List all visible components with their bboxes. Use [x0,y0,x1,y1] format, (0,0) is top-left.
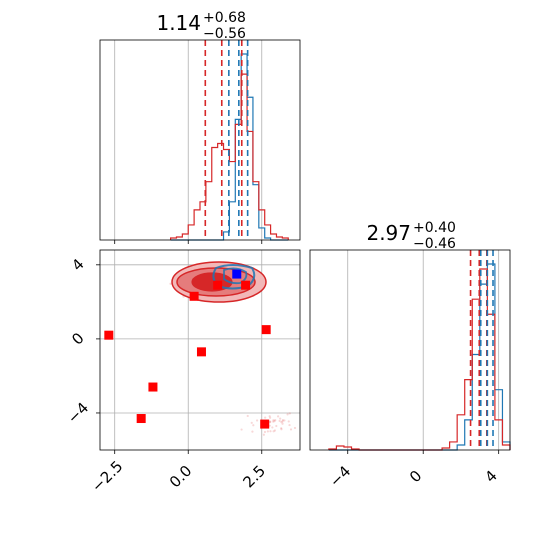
panel1-title-upper: +0.68 [203,10,246,26]
joint-sample-point [272,419,275,422]
joint-sample-point [293,426,297,430]
joint-sample-point [280,427,283,430]
joint-tick-label-x-2: 2.5 [239,462,269,492]
joint-sample-point [273,419,276,423]
panel2-title: 2.97 +0.40 −0.46 [366,220,456,252]
joint-sample-point [268,421,272,424]
panel2-hist-red [328,268,511,451]
joint-sample-point [240,428,243,431]
panel1-quantile-lines [204,40,249,240]
joint-sample-point [268,424,271,427]
joint-marker-red-3 [189,291,199,301]
joint-sample-point [272,420,275,423]
joint-sample-point [251,430,254,433]
joint-sample-point [271,426,274,429]
joint-sample-point [264,416,267,419]
panel1-ticks [114,240,263,244]
joint-sample-point [274,418,277,422]
joint-sample-point [288,423,291,427]
joint-sample-point [281,422,284,425]
panel2-ticks: −4 0 4 [326,450,501,491]
panel2-title-lower: −0.46 [413,236,456,252]
joint-sample-point [281,419,284,422]
joint-marker-red-5 [213,280,223,290]
panel2-grid [347,250,500,450]
panel2-tick-label-x-1: 0 [406,467,425,486]
joint-sample-point [273,429,277,432]
joint-sample-point [281,420,284,423]
panel2-tick-label-x-2: 4 [481,467,500,486]
panel2-title-value: 2.97 [366,221,411,245]
joint-sample-point [266,430,269,433]
joint-tick-label-y-2: 4 [68,255,87,274]
panel1-title-value: 1.14 [156,11,201,35]
panel1-title-lower: −0.56 [203,26,246,42]
joint-sample-point [301,425,303,427]
joint-marker-red-7 [260,419,270,429]
panel2-tick-label-x-0: −4 [326,462,354,490]
joint-density [104,261,303,436]
joint-sample-point [169,282,172,285]
joint-marker-red-0 [104,330,114,340]
joint-sample-point [269,416,272,419]
joint-tick-label-x-0: −2.5 [88,457,126,495]
joint-sample-point [279,417,282,420]
joint-sample-point [268,415,271,418]
joint-marker-red-6 [241,280,251,290]
joint-tick-label-y-0: −4 [64,399,92,427]
joint-sample-point [255,419,259,422]
panel2-frame [309,249,511,451]
joint-marker-red-1 [136,414,146,424]
panel1-title: 1.14 +0.68 −0.56 [156,10,246,42]
joint-sample-point [269,420,272,423]
panel2-title-upper: +0.40 [413,220,456,236]
joint-sample-point [276,415,280,418]
joint-sample-point [287,420,290,423]
joint-sample-point [262,433,265,436]
joint-markers [104,269,271,429]
panel2-histograms [328,263,511,451]
panel1-frame [99,39,301,241]
panel-param1-histogram: 1.14 +0.68 −0.56 [99,10,301,244]
joint-marker-red-2 [148,382,158,392]
joint-sample-point [280,421,283,424]
joint-sample-point [289,428,293,431]
joint-frame [99,249,301,451]
joint-marker-blue-0 [232,269,242,279]
joint-tick-label-x-1: 0.0 [166,462,196,492]
joint-sample-point [272,430,275,433]
panel-param2-histogram: −4 0 4 2.97 +0.40 −0.46 [309,220,511,491]
joint-sample-point [263,430,267,434]
joint-sample-point [288,412,291,415]
panel-joint-2d: −2.5 0.0 2.5 −4 0 4 [64,249,303,496]
panel2-quantile-lines [469,250,494,450]
joint-sample-point [286,413,289,416]
joint-sample-point [280,428,283,431]
joint-sample-point [250,421,253,424]
joint-marker-red-8 [261,325,271,335]
joint-sample-point [283,419,286,422]
joint-sample-point [275,424,278,428]
joint-sample-point [252,424,255,427]
joint-sample-point [278,419,281,423]
joint-tick-label-y-1: 0 [68,329,87,348]
joint-sample-point [246,414,249,418]
joint-sample-point [269,430,272,433]
panel1-grid [114,40,263,240]
panel2-hist-blue [328,263,511,451]
joint-contour-blue-inner [223,267,248,285]
joint-marker-red-4 [196,347,206,357]
